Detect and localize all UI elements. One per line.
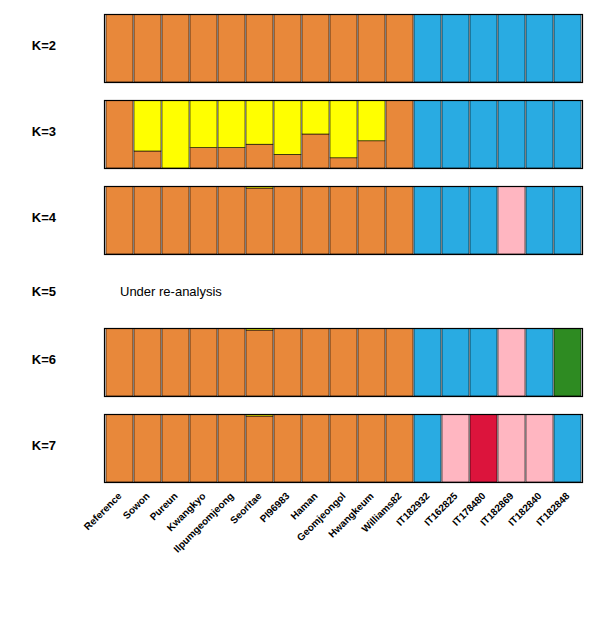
svg-text:Geomjeongol: Geomjeongol bbox=[295, 490, 348, 543]
svg-text:IT182869: IT182869 bbox=[478, 490, 516, 528]
svg-text:IT182932: IT182932 bbox=[394, 490, 432, 528]
html-text:K=6: K=6 bbox=[31, 351, 56, 367]
svg-text:IT178480: IT178480 bbox=[450, 490, 488, 528]
svg-text:IT162825: IT162825 bbox=[422, 490, 460, 528]
html-text:K=3: K=3 bbox=[31, 123, 56, 139]
svg-text:Williams82: Williams82 bbox=[359, 490, 404, 535]
html-text:K=2: K=2 bbox=[31, 37, 56, 53]
html-text:K=7: K=7 bbox=[31, 437, 56, 453]
svg-text:Sowon: Sowon bbox=[121, 490, 152, 521]
svg-text:IT182840: IT182840 bbox=[506, 490, 544, 528]
svg-text:Haman: Haman bbox=[288, 490, 320, 522]
svg-text:PI96983: PI96983 bbox=[258, 490, 292, 524]
svg-text:Pureun: Pureun bbox=[147, 490, 180, 523]
svg-text:Seoritae: Seoritae bbox=[228, 490, 264, 526]
svg-text:Reference: Reference bbox=[82, 490, 124, 532]
html-text:K=5: K=5 bbox=[31, 283, 56, 299]
html-text:Under re-analysis: Under re-analysis bbox=[120, 283, 222, 299]
svg-text:Ilpumgeomjeong: Ilpumgeomjeong bbox=[171, 490, 235, 554]
svg-text:Hwangkeum: Hwangkeum bbox=[326, 490, 376, 540]
html-text:K=4: K=4 bbox=[31, 209, 56, 225]
svg-text:Kwangkyo: Kwangkyo bbox=[164, 490, 208, 534]
svg-text:IT182848: IT182848 bbox=[534, 490, 572, 528]
